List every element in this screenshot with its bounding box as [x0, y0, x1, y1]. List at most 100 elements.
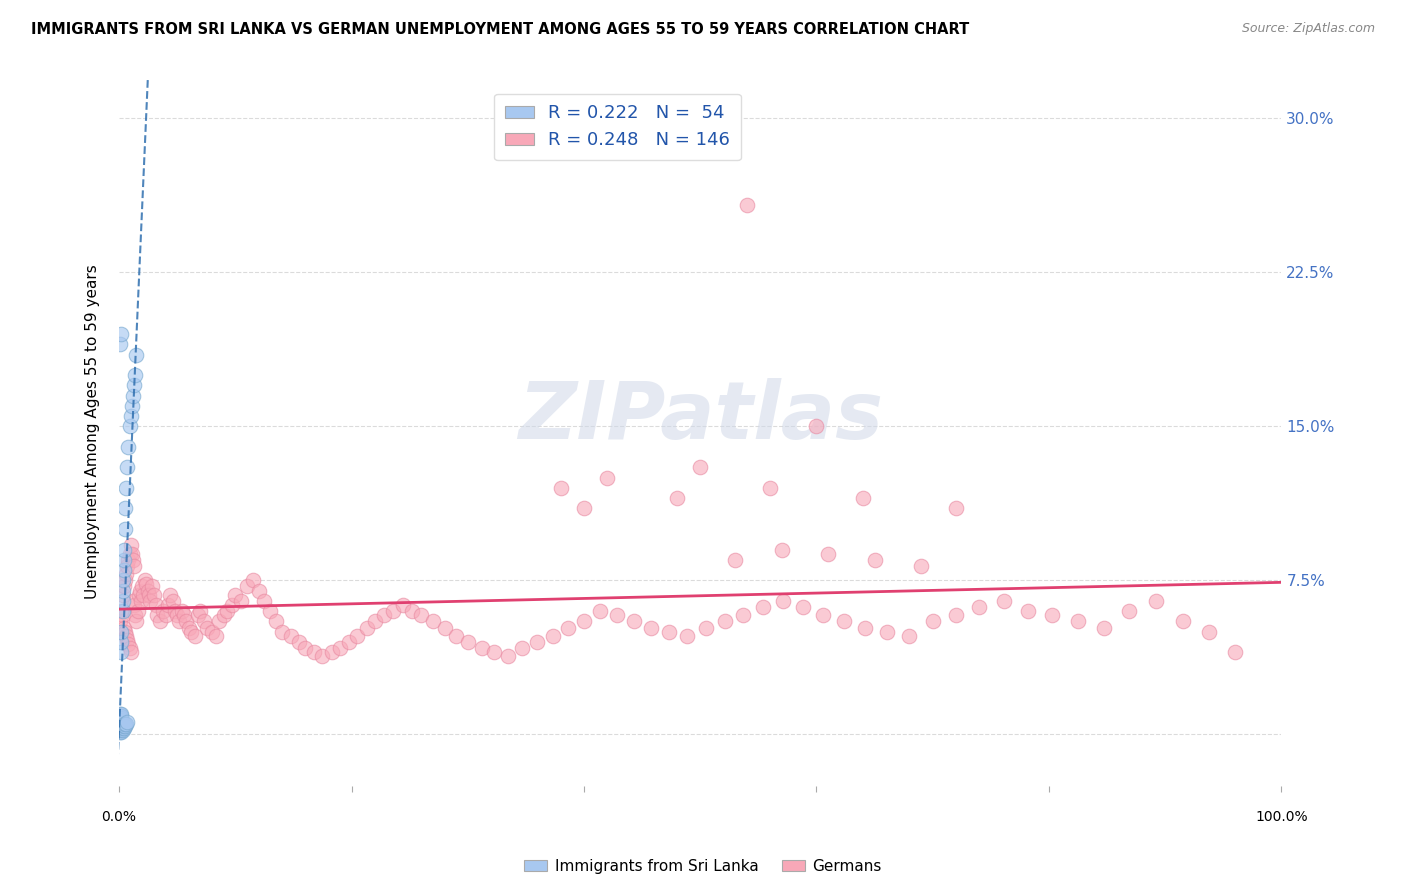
Point — [242, 574, 264, 588]
Point — [177, 621, 200, 635]
Point — [117, 440, 139, 454]
Point — [108, 714, 131, 729]
Point — [967, 600, 990, 615]
Point — [121, 399, 143, 413]
Point — [201, 624, 224, 639]
Point — [115, 558, 138, 573]
Point — [792, 600, 814, 615]
Point — [183, 629, 205, 643]
Legend: R = 0.222   N =  54, R = 0.248   N = 146: R = 0.222 N = 54, R = 0.248 N = 146 — [495, 94, 741, 161]
Point — [134, 574, 156, 588]
Point — [115, 460, 138, 475]
Point — [162, 594, 184, 608]
Point — [110, 635, 132, 649]
Point — [411, 608, 433, 623]
Point — [112, 621, 135, 635]
Point — [770, 542, 793, 557]
Point — [110, 721, 132, 735]
Point — [596, 471, 619, 485]
Point — [557, 621, 579, 635]
Point — [264, 615, 287, 629]
Point — [108, 723, 131, 738]
Point — [422, 615, 444, 629]
Point — [108, 719, 131, 733]
Point — [122, 378, 145, 392]
Point — [112, 563, 135, 577]
Point — [132, 588, 155, 602]
Point — [217, 604, 239, 618]
Point — [110, 723, 132, 738]
Point — [136, 583, 159, 598]
Point — [212, 608, 235, 623]
Point — [852, 491, 875, 506]
Point — [111, 604, 134, 618]
Point — [1144, 594, 1167, 608]
Point — [806, 419, 828, 434]
Point — [401, 604, 423, 618]
Point — [139, 594, 162, 608]
Point — [993, 594, 1015, 608]
Point — [1171, 615, 1194, 629]
Point — [863, 553, 886, 567]
Point — [118, 419, 141, 434]
Point — [110, 717, 132, 731]
Point — [221, 598, 243, 612]
Point — [111, 719, 134, 733]
Point — [128, 588, 150, 602]
Point — [108, 711, 131, 725]
Point — [112, 719, 135, 733]
Point — [110, 708, 132, 723]
Point — [129, 583, 152, 598]
Point — [606, 608, 628, 623]
Point — [572, 615, 595, 629]
Point — [125, 615, 148, 629]
Text: 100.0%: 100.0% — [1256, 810, 1308, 824]
Point — [356, 621, 378, 635]
Point — [110, 645, 132, 659]
Point — [572, 501, 595, 516]
Point — [247, 583, 270, 598]
Point — [110, 604, 132, 618]
Point — [112, 579, 135, 593]
Point — [114, 624, 136, 639]
Point — [921, 615, 943, 629]
Point — [735, 197, 758, 211]
Point — [110, 711, 132, 725]
Legend: Immigrants from Sri Lanka, Germans: Immigrants from Sri Lanka, Germans — [519, 853, 887, 880]
Point — [311, 649, 333, 664]
Point — [204, 629, 226, 643]
Point — [110, 725, 132, 739]
Text: ZIPatlas: ZIPatlas — [517, 378, 883, 457]
Point — [115, 714, 138, 729]
Point — [236, 579, 259, 593]
Point — [457, 635, 479, 649]
Point — [550, 481, 572, 495]
Point — [152, 604, 174, 618]
Point — [135, 577, 157, 591]
Point — [115, 567, 138, 582]
Point — [391, 598, 413, 612]
Point — [170, 604, 193, 618]
Point — [108, 713, 131, 727]
Point — [122, 558, 145, 573]
Point — [111, 723, 134, 738]
Point — [108, 725, 131, 739]
Point — [433, 621, 456, 635]
Point — [141, 579, 163, 593]
Point — [498, 649, 520, 664]
Point — [1118, 604, 1140, 618]
Point — [224, 588, 246, 602]
Point — [724, 553, 747, 567]
Point — [118, 641, 141, 656]
Point — [1223, 645, 1246, 659]
Point — [187, 608, 209, 623]
Point — [111, 608, 134, 623]
Point — [166, 608, 188, 623]
Point — [117, 553, 139, 567]
Point — [541, 629, 564, 643]
Point — [108, 337, 131, 351]
Point — [115, 717, 138, 731]
Point — [108, 615, 131, 629]
Point — [382, 604, 405, 618]
Point — [945, 608, 967, 623]
